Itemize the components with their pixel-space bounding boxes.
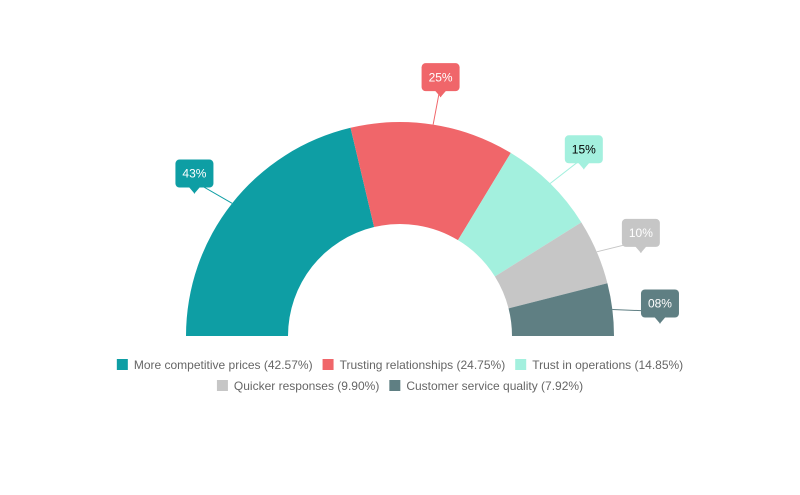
legend-swatch bbox=[216, 380, 228, 391]
legend-text: Customer service quality (7.92%) bbox=[406, 379, 583, 393]
label-pointer bbox=[634, 245, 647, 253]
label-pointer bbox=[434, 90, 447, 98]
legend-text: Quicker responses (9.90%) bbox=[234, 379, 379, 393]
legend-swatch bbox=[515, 359, 527, 370]
data-label: 15% bbox=[572, 142, 596, 156]
label-box bbox=[564, 135, 603, 164]
legend-item: Trusting relationships (24.75%) bbox=[322, 358, 506, 372]
label-pointer bbox=[188, 186, 201, 194]
legend-text: More competitive prices (42.57%) bbox=[134, 358, 313, 372]
label-pointer bbox=[653, 316, 666, 324]
label-box bbox=[621, 218, 660, 247]
label-pointer bbox=[577, 162, 590, 170]
data-label: 10% bbox=[629, 226, 653, 240]
data-label: 08% bbox=[648, 297, 672, 311]
legend-swatch bbox=[322, 359, 334, 370]
donut-segment bbox=[186, 127, 375, 336]
legend-item: More competitive prices (42.57%) bbox=[116, 358, 313, 372]
donut-segment bbox=[457, 152, 582, 277]
legend-swatch bbox=[116, 359, 128, 370]
label-box bbox=[640, 289, 679, 318]
legend-item: Customer service quality (7.92%) bbox=[389, 379, 583, 393]
data-label: 43% bbox=[182, 167, 206, 181]
label-box bbox=[421, 63, 460, 92]
legend-swatch bbox=[389, 380, 401, 391]
legend-item: Trust in operations (14.85%) bbox=[515, 358, 683, 372]
label-box bbox=[175, 159, 214, 188]
donut-segment bbox=[350, 121, 511, 241]
donut-segment bbox=[508, 283, 614, 336]
donut-segment bbox=[494, 222, 608, 309]
legend-item: Quicker responses (9.90%) bbox=[216, 379, 379, 393]
legend-text: Trust in operations (14.85%) bbox=[532, 358, 683, 372]
legend-text: Trusting relationships (24.75%) bbox=[340, 358, 506, 372]
data-label: 25% bbox=[429, 70, 453, 84]
